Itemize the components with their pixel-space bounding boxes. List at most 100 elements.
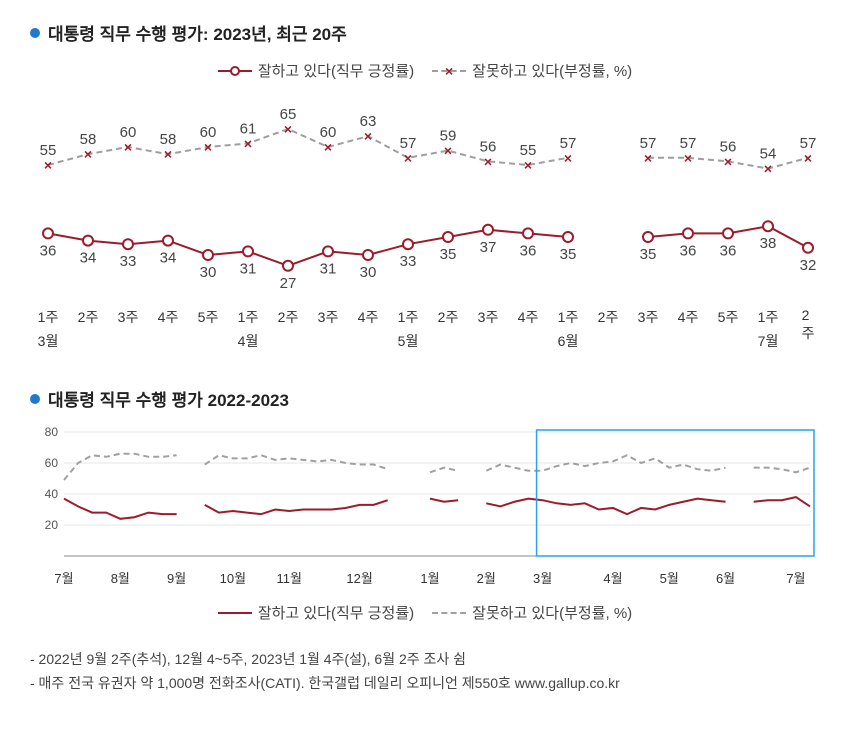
week-label: 5주: [718, 307, 739, 327]
svg-text:57: 57: [800, 135, 817, 152]
svg-text:61: 61: [240, 120, 257, 137]
svg-text:59: 59: [440, 128, 457, 145]
svg-text:63: 63: [360, 113, 377, 130]
month-label: 3월: [533, 568, 552, 587]
svg-text:33: 33: [400, 253, 417, 270]
chart1-title: 대통령 직무 수행 평가: 2023년, 최근 20주: [48, 20, 347, 45]
week-label: 1주: [238, 307, 259, 327]
month-label: 7월: [758, 331, 779, 351]
svg-text:×: ×: [764, 161, 772, 177]
svg-text:27: 27: [280, 275, 297, 292]
bullet-icon: [30, 28, 40, 38]
week-label: 1주: [758, 307, 779, 327]
legend-negative-swatch: ×: [432, 64, 466, 78]
svg-text:×: ×: [724, 153, 732, 169]
legend-negative: × 잘못하고 있다(부정률, %): [432, 60, 632, 81]
week-label: 1주: [38, 307, 59, 327]
svg-text:32: 32: [800, 257, 817, 274]
week-label: 3주: [478, 307, 499, 327]
svg-text:20: 20: [45, 518, 59, 532]
svg-text:×: ×: [244, 135, 252, 151]
svg-text:34: 34: [80, 250, 97, 267]
legend-positive-swatch: [218, 64, 252, 78]
svg-text:30: 30: [200, 264, 217, 281]
svg-text:36: 36: [40, 242, 57, 259]
svg-text:30: 30: [360, 264, 377, 281]
svg-text:×: ×: [444, 143, 452, 159]
month-label: 12월: [346, 568, 372, 587]
svg-text:54: 54: [760, 146, 777, 163]
legend-positive: 잘하고 있다(직무 긍정률): [218, 602, 414, 623]
month-label: 9월: [167, 568, 186, 587]
svg-text:60: 60: [320, 124, 337, 141]
chart1-svg: ×55×58×60×58×60×61×65×60×63×57×59×56×55×…: [30, 89, 820, 299]
svg-text:×: ×: [164, 146, 172, 162]
month-label: 5월: [660, 568, 679, 587]
week-label: 3주: [638, 307, 659, 327]
month-label: 4월: [603, 568, 622, 587]
month-label: 3월: [38, 331, 59, 351]
chart1-legend: 잘하고 있다(직무 긍정률) × 잘못하고 있다(부정률, %): [30, 60, 820, 81]
svg-text:×: ×: [684, 150, 692, 166]
legend-negative-swatch: [432, 606, 466, 620]
week-label: 4주: [358, 307, 379, 327]
month-label: 7월: [54, 568, 73, 587]
chart2-plot: 20 40 60 80: [30, 426, 820, 566]
chart2-title-row: 대통령 직무 수행 평가 2022-2023: [30, 386, 820, 411]
svg-text:58: 58: [80, 131, 97, 148]
week-label: 2주: [78, 307, 99, 327]
svg-text:57: 57: [560, 135, 577, 152]
week-label: 2주: [278, 307, 299, 327]
month-label: 6월: [558, 331, 579, 351]
footnote-line: - 매주 전국 유권자 약 1,000명 전화조사(CATI). 한국갤럽 데일…: [30, 672, 820, 696]
month-label: 11월: [276, 568, 301, 587]
svg-text:80: 80: [45, 426, 59, 439]
footnotes: - 2022년 9월 2주(추석), 12월 4~5주, 2023년 1월 4주…: [30, 648, 820, 696]
month-label: 2월: [477, 568, 496, 587]
svg-text:×: ×: [524, 157, 532, 173]
legend-negative-label: 잘못하고 있다(부정률, %): [472, 60, 632, 81]
svg-text:40: 40: [45, 487, 59, 501]
bullet-icon: [30, 394, 40, 404]
svg-text:57: 57: [400, 135, 417, 152]
svg-text:36: 36: [680, 242, 697, 259]
svg-text:×: ×: [804, 150, 812, 166]
svg-text:60: 60: [120, 124, 137, 141]
svg-text:65: 65: [280, 106, 297, 123]
svg-text:34: 34: [160, 250, 177, 267]
week-label: 5주: [198, 307, 219, 327]
svg-text:57: 57: [640, 135, 657, 152]
month-label: 10월: [220, 568, 246, 587]
svg-text:35: 35: [560, 246, 577, 263]
svg-text:×: ×: [204, 139, 212, 155]
chart2-legend: 잘하고 있다(직무 긍정률) 잘못하고 있다(부정률, %): [30, 602, 820, 623]
legend-positive-label: 잘하고 있다(직무 긍정률): [258, 602, 414, 623]
week-label: 4주: [518, 307, 539, 327]
week-label: 3주: [118, 307, 139, 327]
week-label: 2주: [438, 307, 459, 327]
svg-text:60: 60: [200, 124, 217, 141]
week-label: 2주: [598, 307, 619, 327]
chart1-plot: ×55×58×60×58×60×61×65×60×63×57×59×56×55×…: [30, 89, 820, 299]
month-label: 7월: [786, 568, 805, 587]
svg-text:60: 60: [45, 456, 59, 470]
svg-text:56: 56: [480, 138, 497, 155]
svg-text:35: 35: [640, 246, 657, 263]
month-label: 1월: [420, 568, 439, 587]
week-label: 4주: [678, 307, 699, 327]
svg-text:57: 57: [680, 135, 697, 152]
svg-text:×: ×: [564, 150, 572, 166]
svg-text:58: 58: [160, 131, 177, 148]
svg-text:36: 36: [720, 242, 737, 259]
month-label: 8월: [111, 568, 130, 587]
svg-text:×: ×: [84, 146, 92, 162]
month-label: 4월: [238, 331, 259, 351]
svg-text:35: 35: [440, 246, 457, 263]
week-label: 4주: [158, 307, 179, 327]
chart1-x-axis: 1주2주3주4주5주1주2주3주4주1주2주3주4주1주2주3주4주5주1주2주…: [30, 307, 820, 351]
chart2-svg: 20 40 60 80: [30, 426, 820, 566]
svg-text:31: 31: [320, 260, 337, 277]
legend-negative: 잘못하고 있다(부정률, %): [432, 602, 632, 623]
legend-negative-label: 잘못하고 있다(부정률, %): [472, 602, 632, 623]
svg-text:38: 38: [760, 235, 777, 252]
